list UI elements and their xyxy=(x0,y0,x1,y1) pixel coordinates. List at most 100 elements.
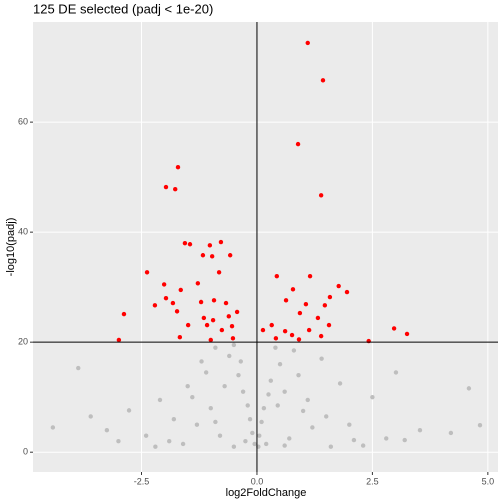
point xyxy=(213,345,218,350)
point xyxy=(263,441,269,447)
point xyxy=(274,273,280,279)
point xyxy=(210,317,216,323)
point xyxy=(175,165,181,170)
point xyxy=(200,253,206,258)
point xyxy=(195,281,201,286)
point xyxy=(305,40,310,46)
point xyxy=(260,327,266,333)
point xyxy=(282,328,288,334)
point xyxy=(231,444,237,449)
point xyxy=(287,436,292,441)
point xyxy=(402,437,407,443)
x-tick-label: 5.0 xyxy=(482,476,495,486)
point xyxy=(296,372,301,378)
point xyxy=(182,240,188,246)
point xyxy=(88,414,93,419)
point xyxy=(303,302,309,307)
point xyxy=(296,337,302,342)
point xyxy=(300,408,306,414)
point xyxy=(240,389,246,394)
point xyxy=(213,419,218,425)
point xyxy=(277,361,283,367)
point xyxy=(257,433,262,438)
point xyxy=(157,397,163,403)
point xyxy=(223,300,229,306)
point xyxy=(170,300,176,306)
point xyxy=(174,309,180,314)
point xyxy=(243,438,248,444)
point xyxy=(344,289,350,295)
y-tick-label: 40 xyxy=(18,227,28,237)
point xyxy=(318,333,324,339)
point xyxy=(384,436,389,441)
point xyxy=(219,327,225,333)
plot-panel xyxy=(33,22,498,472)
point xyxy=(273,345,278,350)
point xyxy=(227,253,233,258)
point xyxy=(216,270,222,275)
point xyxy=(230,336,236,341)
point xyxy=(201,315,207,321)
point xyxy=(171,416,177,422)
point xyxy=(152,303,158,308)
point xyxy=(194,422,200,427)
point xyxy=(266,392,271,397)
point xyxy=(315,315,321,321)
point xyxy=(370,394,375,400)
point xyxy=(391,326,397,331)
point xyxy=(236,372,241,378)
point xyxy=(282,389,287,394)
point xyxy=(185,322,191,328)
x-tick-label: 0.0 xyxy=(251,476,264,486)
point xyxy=(347,422,352,427)
point xyxy=(222,383,227,389)
point xyxy=(199,359,204,364)
point xyxy=(161,282,167,287)
point xyxy=(238,359,243,364)
point xyxy=(273,336,279,341)
point xyxy=(187,242,193,247)
point xyxy=(328,444,334,449)
y-axis-label: -log10(padj) xyxy=(5,218,17,277)
point xyxy=(231,342,237,348)
point xyxy=(153,444,158,449)
point xyxy=(180,441,186,447)
x-tick-label: 2.5 xyxy=(366,476,379,486)
point xyxy=(185,383,190,389)
point xyxy=(178,287,183,293)
point xyxy=(319,356,324,361)
point xyxy=(282,443,287,448)
point xyxy=(297,310,303,316)
point xyxy=(209,254,215,259)
point xyxy=(417,427,423,433)
point xyxy=(250,430,255,436)
point xyxy=(324,414,329,419)
point xyxy=(226,314,231,319)
point xyxy=(404,331,410,337)
point xyxy=(177,335,183,340)
y-tick-label: 20 xyxy=(18,337,28,347)
point xyxy=(234,309,240,315)
point xyxy=(393,370,399,375)
point xyxy=(320,78,326,83)
point xyxy=(104,427,110,433)
point xyxy=(173,187,178,192)
point xyxy=(116,438,121,444)
point xyxy=(121,311,127,317)
point xyxy=(477,423,483,428)
point xyxy=(306,327,312,333)
point xyxy=(259,419,264,425)
point xyxy=(167,438,172,444)
point xyxy=(208,405,213,411)
point xyxy=(295,141,301,147)
point xyxy=(269,322,274,328)
point xyxy=(307,273,313,279)
point xyxy=(163,295,169,301)
point xyxy=(229,324,235,329)
point xyxy=(305,397,310,403)
point xyxy=(275,403,280,408)
point xyxy=(336,283,341,289)
point xyxy=(326,322,332,328)
point xyxy=(252,441,257,447)
